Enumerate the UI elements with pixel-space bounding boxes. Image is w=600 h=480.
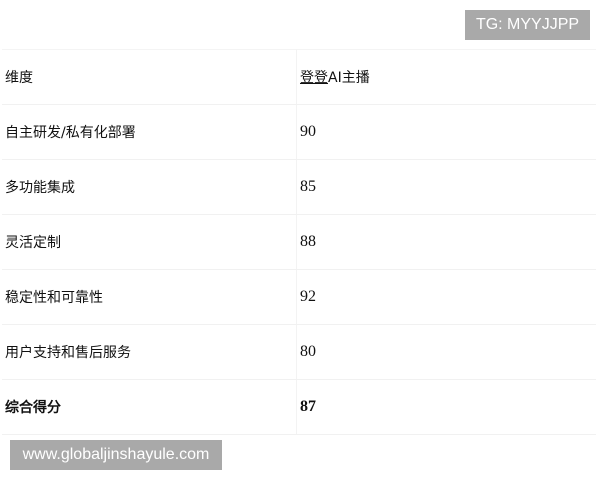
score-table: 维度 登登AI主播 自主研发/私有化部署 90 多功能集成 85 灵活定制 88 稳定… — [2, 49, 596, 435]
row-label: 稳定性和可靠性 — [2, 269, 297, 325]
product-name-rest: AI主播 — [328, 70, 370, 86]
row-score: 80 — [296, 324, 596, 380]
watermark-top: TG: MYYJJPP — [465, 10, 590, 40]
row-label: 自主研发/私有化部署 — [2, 104, 297, 160]
watermark-bottom: www.globaljinshayule.com — [10, 440, 222, 470]
row-label: 灵活定制 — [2, 214, 297, 270]
table-row: 多功能集成 85 — [2, 159, 596, 215]
product-link[interactable]: 登登 — [300, 70, 328, 86]
header-product: 登登AI主播 — [296, 49, 596, 105]
row-score: 88 — [296, 214, 596, 270]
total-row: 综合得分 87 — [2, 379, 596, 435]
row-label: 多功能集成 — [2, 159, 297, 215]
row-label: 用户支持和售后服务 — [2, 324, 297, 380]
total-score: 87 — [296, 379, 596, 435]
table-row: 自主研发/私有化部署 90 — [2, 104, 596, 160]
row-score: 85 — [296, 159, 596, 215]
row-score: 90 — [296, 104, 596, 160]
total-label: 综合得分 — [2, 379, 297, 435]
row-score: 92 — [296, 269, 596, 325]
header-dimension: 维度 — [2, 49, 297, 105]
table-row: 灵活定制 88 — [2, 214, 596, 270]
table-header-row: 维度 登登AI主播 — [2, 49, 596, 105]
table-row: 稳定性和可靠性 92 — [2, 269, 596, 325]
table-row: 用户支持和售后服务 80 — [2, 324, 596, 380]
